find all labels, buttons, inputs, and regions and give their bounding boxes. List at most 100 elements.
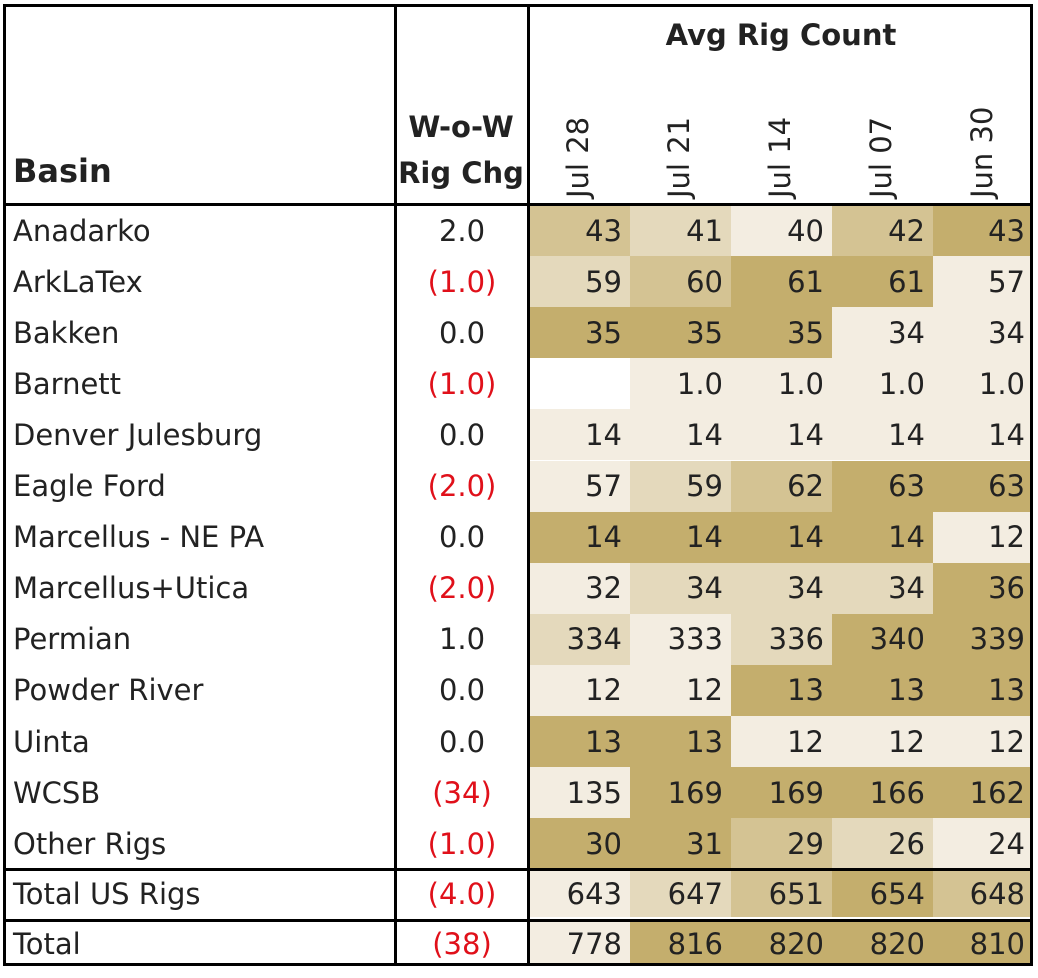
table-row-value-cell: 334	[529, 613, 630, 665]
table-row-value-cell: 1.0	[731, 358, 832, 410]
table-row-change-cell: 0.0	[438, 724, 486, 759]
table-row-value-cell: 60	[630, 256, 731, 308]
total-row-value-cell: 651	[731, 871, 832, 917]
total-row-value-cell: 647	[630, 871, 731, 917]
table-row-value-cell: 30	[529, 818, 630, 870]
date-header: Jul 14	[763, 116, 797, 198]
table-row-change-cell: (2.0)	[427, 469, 497, 504]
table-row-value-cell: 1.0	[933, 358, 1033, 410]
totals-divider-middle	[3, 919, 1033, 922]
table-row-change-cell: 1.0	[438, 622, 486, 657]
table-row-change-cell: 0.0	[438, 315, 486, 350]
table-row-value-cell: 1.0	[832, 358, 933, 410]
total-row-change-cell: (4.0)	[427, 877, 497, 911]
table-row-change-cell: 0.0	[438, 520, 486, 555]
total-row-value-cell: 648	[933, 871, 1033, 917]
table-row-value-cell: 43	[529, 205, 630, 257]
table-row-value-cell: 13	[630, 716, 731, 768]
table-row-value-cell: 32	[529, 562, 630, 614]
table-row-value-cell: 14	[832, 409, 933, 461]
table-row-value-cell: 12	[529, 664, 630, 716]
table-row-value-cell: 61	[832, 256, 933, 308]
wow-header-line1: W-o-W	[408, 110, 514, 144]
table-row-value-cell: 36	[933, 562, 1033, 614]
table-row-value-cell: 34	[933, 307, 1033, 359]
table-row-basin-cell: Permian	[13, 622, 132, 657]
avg-rig-count-header: Avg Rig Count	[665, 18, 897, 52]
table-row-value-cell: 34	[630, 562, 731, 614]
table-border-top	[3, 4, 1033, 7]
table-row-value-cell: 13	[832, 664, 933, 716]
table-row-basin-cell: WCSB	[13, 775, 101, 810]
table-row-basin-cell: Other Rigs	[13, 826, 167, 861]
table-row-value-cell: 12	[933, 716, 1033, 768]
table-border-right	[1030, 4, 1033, 966]
table-row-basin-cell: Marcellus - NE PA	[13, 520, 265, 555]
table-row-value-cell: 166	[832, 767, 933, 819]
table-row-value-cell: 63	[933, 460, 1033, 512]
table-row-value-cell: 14	[529, 409, 630, 461]
table-row-value-cell: 57	[529, 460, 630, 512]
table-row-value-cell: 13	[731, 664, 832, 716]
totals-divider-top	[3, 868, 1033, 871]
table-row-value-cell: 57	[933, 256, 1033, 308]
table-row-value-cell: 339	[933, 613, 1033, 665]
table-row-value-cell: 12	[832, 716, 933, 768]
table-row-value-cell: 14	[731, 511, 832, 563]
table-row-value-cell: 14	[933, 409, 1033, 461]
table-row-value-cell: 1.0	[630, 358, 731, 410]
table-border-left	[3, 4, 6, 966]
table-row-value-cell: 169	[731, 767, 832, 819]
table-row-change-cell: 2.0	[438, 213, 486, 248]
header-divider	[3, 203, 1033, 206]
total-row-value-cell: 654	[832, 871, 933, 917]
table-row-value-cell: 333	[630, 613, 731, 665]
table-row-change-cell: (1.0)	[427, 264, 497, 299]
table-row-value-cell: 13	[529, 716, 630, 768]
table-row-basin-cell: Eagle Ford	[13, 469, 166, 504]
basin-header: Basin	[13, 152, 112, 190]
table-row-value-cell: 42	[832, 205, 933, 257]
total-row-value-cell: 820	[731, 922, 832, 966]
date-header: Jun 30	[965, 106, 999, 198]
table-row-value-cell: 14	[529, 511, 630, 563]
table-row-basin-cell: Uinta	[13, 724, 90, 759]
table-row-value-cell: 135	[529, 767, 630, 819]
table-row-value-cell: 31	[630, 818, 731, 870]
table-row-value-cell: 59	[630, 460, 731, 512]
table-row-value-cell: 162	[933, 767, 1033, 819]
total-row-value-cell: 643	[529, 871, 630, 917]
table-row-value-cell: 62	[731, 460, 832, 512]
table-row-basin-cell: Powder River	[13, 673, 204, 708]
table-row-value-cell: 35	[630, 307, 731, 359]
basin-column-divider	[394, 4, 397, 966]
table-row-value-cell: 169	[630, 767, 731, 819]
table-row-basin-cell: Barnett	[13, 366, 122, 401]
wow-header-line2: Rig Chg	[398, 156, 524, 190]
total-row-basin-cell: Total US Rigs	[13, 877, 201, 911]
table-row-value-cell: 29	[731, 818, 832, 870]
table-row-value-cell: 12	[933, 511, 1033, 563]
table-row-change-cell: (1.0)	[427, 826, 497, 861]
table-row-value-cell: 34	[832, 307, 933, 359]
total-row-value-cell: 816	[630, 922, 731, 966]
table-border-bottom	[3, 963, 1033, 966]
table-row-value-cell: 26	[832, 818, 933, 870]
table-row-value-cell: 40	[731, 205, 832, 257]
table-row-value-cell: 14	[630, 511, 731, 563]
table-row-basin-cell: Bakken	[13, 315, 120, 350]
table-row-value-cell: 336	[731, 613, 832, 665]
table-row-value-cell: 59	[529, 256, 630, 308]
table-row-value-cell: 35	[731, 307, 832, 359]
table-row-value-cell: 340	[832, 613, 933, 665]
table-row-change-cell: 0.0	[438, 673, 486, 708]
table-row-value-cell: 61	[731, 256, 832, 308]
table-row-value-cell: 12	[630, 664, 731, 716]
table-row-value-cell: 13	[933, 664, 1033, 716]
date-header: Jul 28	[561, 116, 595, 198]
table-row-value-cell: 35	[529, 307, 630, 359]
table-row-value-cell: 24	[933, 818, 1033, 870]
total-row-value-cell: 820	[832, 922, 933, 966]
total-row-change-cell: (38)	[432, 927, 492, 961]
table-row-change-cell: (34)	[432, 775, 492, 810]
